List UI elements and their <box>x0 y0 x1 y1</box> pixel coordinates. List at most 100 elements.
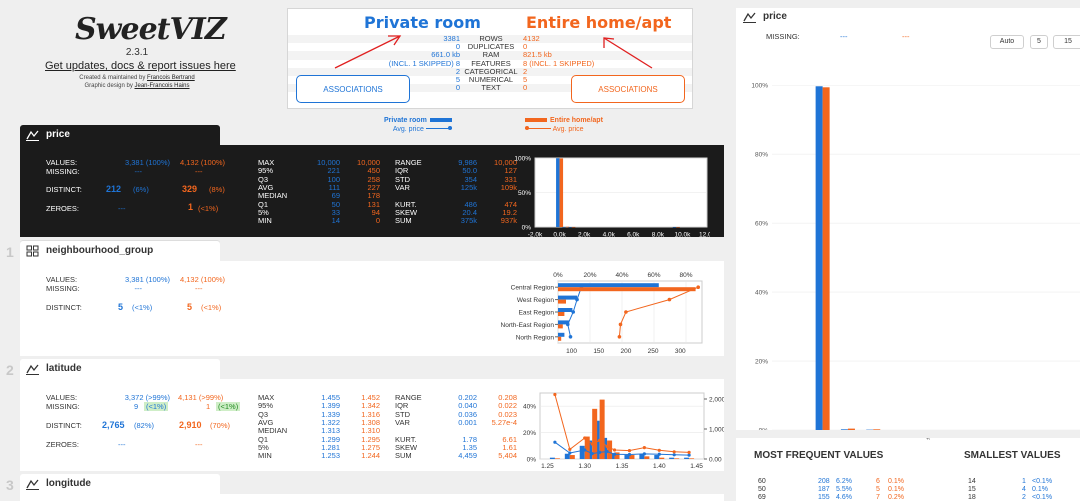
x-tick-label: 40% <box>615 272 628 279</box>
price-histogram-large[interactable]: 0%20%40%60%80%100%-2.0k0.0k2.0k4.0k6.0k8… <box>736 58 1080 443</box>
x-tick-label: 80% <box>679 272 692 279</box>
stat-label: Q1 <box>258 199 269 209</box>
avg-point <box>672 453 676 457</box>
stat-pct-right: (<1%) <box>216 402 241 411</box>
table-cell: 0.1% <box>888 478 904 485</box>
stat-pct-left: (82%) <box>134 421 155 430</box>
price-histogram[interactable]: 0% 50% 100% -2.0k 0.0k 2.0k 4.0k 6.0k 8.0k 10.0k 1… <box>505 150 710 240</box>
bins-15-button[interactable]: 15 <box>1053 35 1080 49</box>
stat-value-left: 50.0 <box>462 166 477 176</box>
avg-point <box>618 322 623 327</box>
stat-value-left: 1.35 <box>462 442 477 452</box>
stat-value-right: 4,132 (100%) <box>180 158 226 167</box>
bins-5-button[interactable]: 5 <box>1030 35 1048 49</box>
table-cell: 0.1% <box>888 486 904 493</box>
bar-left <box>866 429 874 431</box>
comparison-row: 3381 ROWS 4132 <box>288 34 692 44</box>
bar-left <box>549 457 555 459</box>
bins-auto-button[interactable]: Auto <box>990 35 1024 49</box>
bar-right <box>558 312 565 316</box>
stat-label: KURT. <box>395 199 417 209</box>
stat-value-left: 69 <box>331 191 340 201</box>
legend-left-series: Private room <box>384 117 427 124</box>
bar-left <box>558 332 565 337</box>
latitude-histogram[interactable]: 0% 20% 40% 0.00 1,000 2,000 1.25 1.30 1.35 1.40 1.… <box>506 387 724 473</box>
feature-section-latitude[interactable]: VALUES: 3,372 (>99%) 4,131 (>99%) MISSIN… <box>20 379 724 471</box>
stat-value-right: 1.275 <box>361 442 380 452</box>
updates-link[interactable]: Get updates, docs & report issues here <box>45 60 236 72</box>
avg-line <box>554 394 690 453</box>
list-item: 15 4 0.1% <box>968 486 1080 494</box>
bar-left <box>672 226 677 228</box>
stat-value-left: 1.339 <box>321 409 340 419</box>
legend-swatch <box>525 118 547 123</box>
bar-left <box>624 455 630 459</box>
comparison-table: 3381 ROWS 4132 0 DUPLICATES 0 661.0 kb RAM 821.5… <box>288 34 692 93</box>
avg-point <box>657 452 661 456</box>
bar-left <box>562 226 566 228</box>
avg-point <box>553 440 557 444</box>
feature-tab-price[interactable]: price <box>20 125 220 145</box>
bar-right <box>659 457 665 459</box>
x-tick-label: 200 <box>620 348 631 355</box>
comparison-label: RAM <box>482 50 500 60</box>
feature-title: price <box>46 129 70 140</box>
version-label: 2.3.1 <box>125 47 149 58</box>
feature-tab-latitude[interactable]: latitude <box>20 359 220 379</box>
feature-section-longitude[interactable] <box>20 494 724 501</box>
feature-tab-longitude[interactable]: longitude <box>20 474 220 494</box>
category-label: West Region <box>517 297 554 304</box>
feature-section-neighbourhood-group[interactable]: VALUES: 3,381 (100%) 4,132 (100%) MISSIN… <box>20 261 724 356</box>
y2-tick-label: 1,000 <box>709 427 724 434</box>
associations-right-button[interactable]: ASSOCIATIONS <box>571 75 685 103</box>
x-tick-label: 250 <box>648 348 659 355</box>
author-link[interactable]: Francois Bertrand <box>147 75 195 81</box>
stat-label: MEDIAN <box>258 426 288 436</box>
stat-value-left: 1.281 <box>321 442 340 452</box>
stat-value-left: 111 <box>328 182 340 192</box>
avg-point <box>642 452 646 456</box>
avg-point <box>575 297 579 302</box>
avg-point <box>696 285 700 289</box>
list-item: 69 155 4.6% 7 0.2% <box>758 494 938 501</box>
comparison-row: 0 DUPLICATES 0 <box>288 42 692 52</box>
stat-value-left: 5 <box>118 302 124 312</box>
detail-panel: price MISSING: --- --- Auto 5 15 0%20%40… <box>736 8 1080 501</box>
category-label: East Region <box>519 310 555 317</box>
feature-tab-neighbourhood-group[interactable]: neighbourhood_group <box>20 241 220 261</box>
feature-section-price[interactable]: VALUES: 3,381 (100%) 4,132 (100%) MISSIN… <box>20 145 724 240</box>
detail-panel-tab[interactable]: price <box>739 7 939 27</box>
stat-value-left: 486 <box>464 199 477 209</box>
neighbourhood-group-bar-chart[interactable]: 0% 20% 40% 60% 80% 100 150 200 250 300 Central Reg… <box>450 269 720 359</box>
bar-left <box>684 457 690 459</box>
bar-right <box>822 87 830 430</box>
smallest-values: SMALLEST VALUES 14 1 <0.1% 15 4 0.1% 18 2 <0.1% <box>946 438 1080 501</box>
x-tick-label: 12.0k <box>699 232 710 239</box>
bar-right <box>558 336 562 341</box>
comparison-right-value: 0 <box>523 83 528 93</box>
right-dataset-title: Entire home/apt <box>526 13 672 32</box>
bar-left <box>558 283 659 288</box>
designer-link[interactable]: Jean-Francois Hains <box>134 83 190 89</box>
y-tick-label: 100% <box>751 83 768 90</box>
stat-pct-left: (6%) <box>133 185 149 194</box>
stat-value-left: 33 <box>331 207 340 217</box>
avg-point <box>617 335 622 339</box>
comparison-left-value: (INCL. 1 SKIPPED) 8 <box>388 58 460 68</box>
feature-title: latitude <box>46 363 82 374</box>
stat-label: MIN <box>258 216 272 226</box>
avg-point <box>605 449 609 454</box>
bar-right <box>676 226 680 228</box>
comparison-label: DUPLICATES <box>467 42 515 52</box>
x-tick-label: 60% <box>647 272 660 279</box>
table-cell: 187 <box>818 486 830 493</box>
bar-right <box>569 455 575 459</box>
stat-value-left: 0.040 <box>458 401 477 411</box>
stat-value-right: 127 <box>504 166 517 176</box>
avg-point <box>568 451 572 455</box>
x-tick-label: 1.35 <box>616 463 629 470</box>
comparison-label: NUMERICAL <box>468 74 514 84</box>
comparison-row: (INCL. 1 SKIPPED) 8 FEATURES 8 (INCL. 1 SK… <box>288 58 692 68</box>
x-tick-label: 4.0k <box>603 232 616 239</box>
associations-left-button[interactable]: ASSOCIATIONS <box>296 75 410 103</box>
